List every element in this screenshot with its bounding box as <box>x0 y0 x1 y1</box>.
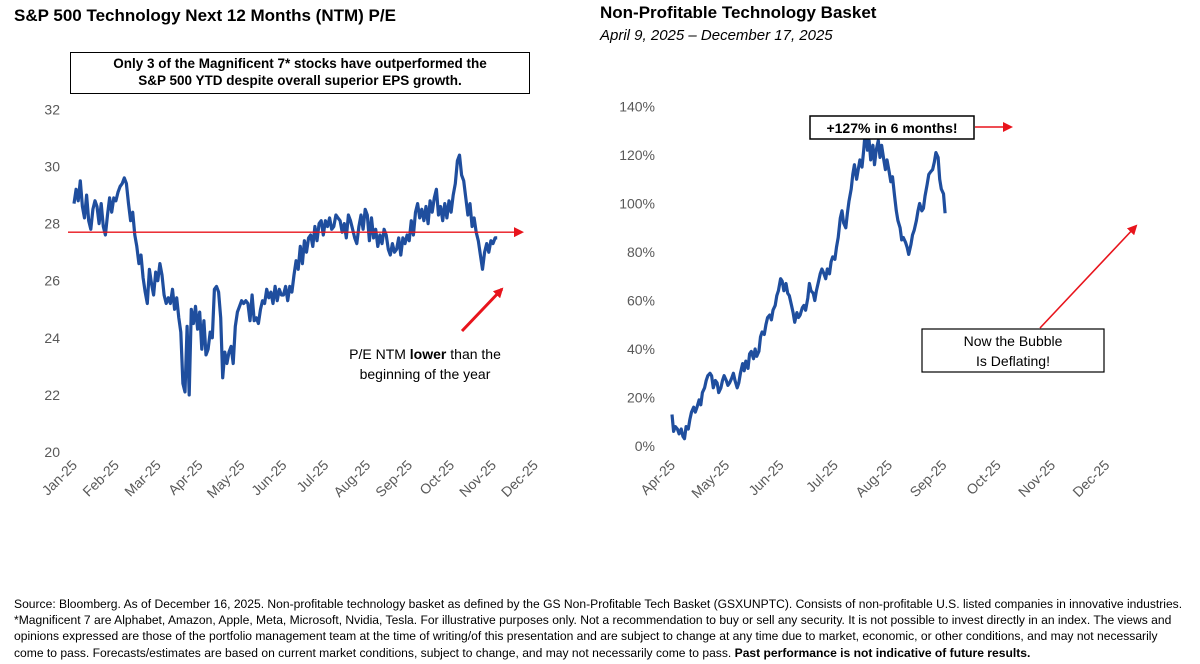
left-x-tick-label: Apr-25 <box>165 457 206 498</box>
right-y-tick-label: 140% <box>619 99 655 115</box>
left-annotation-line-2: beginning of the year <box>360 366 491 382</box>
left-y-tick-label: 24 <box>44 330 60 346</box>
right-x-tick-label: Sep-25 <box>906 457 949 500</box>
left-x-tick-label: Aug-25 <box>330 457 373 500</box>
left-x-tick-label: Nov-25 <box>456 457 499 500</box>
right-deflating-line-1: Now the Bubble <box>964 333 1063 349</box>
right-chart-subtitle: April 9, 2025 – December 17, 2025 <box>600 27 833 44</box>
footnote: Source: Bloomberg. As of December 16, 20… <box>14 596 1186 661</box>
left-annotation-arrow <box>460 287 504 333</box>
left-x-tick-label: Feb-25 <box>79 457 122 500</box>
right-x-tick-label: Jun-25 <box>745 457 787 499</box>
right-x-tick-label: May-25 <box>688 457 732 501</box>
right-x-tick-label: Apr-25 <box>637 457 678 498</box>
right-y-tick-label: 40% <box>627 341 655 357</box>
left-x-tick-label: Dec-25 <box>498 457 541 500</box>
left-y-tick-label: 32 <box>44 101 60 117</box>
right-x-tick-label: Oct-25 <box>963 457 1004 498</box>
right-peak-callout-box <box>809 115 975 140</box>
left-chart: 20 22 24 26 28 30 32 Jan-25 Feb-25 Mar-25 Apr-25Ma… <box>39 101 542 501</box>
right-y-tick-label: 80% <box>627 244 655 260</box>
footnote-past-performance: Past performance is not indicative of fu… <box>734 645 1031 660</box>
left-y-tick-label: 28 <box>44 216 60 232</box>
right-y-tick-label: 120% <box>619 147 655 163</box>
right-x-tick-label: Aug-25 <box>852 457 895 500</box>
left-chart-title: S&P 500 Technology Next 12 Months (NTM) … <box>14 6 396 25</box>
left-chart-callout: Only 3 of the Magnificent 7* stocks have… <box>70 52 530 94</box>
right-x-tick-label: Dec-25 <box>1069 457 1112 500</box>
right-deflating-arrow <box>1039 224 1138 329</box>
left-y-tick-label: 26 <box>44 273 60 289</box>
left-x-tick-label: May-25 <box>203 457 247 501</box>
right-x-tick-label: Jul-25 <box>803 457 841 495</box>
left-x-tick-label: Jul-25 <box>293 457 331 495</box>
annotation-pre: P/E NTM <box>349 346 410 362</box>
left-x-tick-label: Jan-25 <box>39 457 81 499</box>
right-peak-callout-text: +127% in 6 months! <box>826 120 957 136</box>
left-x-tick-label: Jun-25 <box>248 457 290 499</box>
footnote-source: Source: Bloomberg. As of December 16, 20… <box>14 597 1183 611</box>
right-series-line <box>670 129 947 441</box>
right-chart: 0% 20% 40% 60% 80% 100% 120% 140% Apr-25 May-25 Ju… <box>619 99 1138 501</box>
right-y-tick-label: 60% <box>627 293 655 309</box>
left-y-tick-label: 20 <box>44 444 60 460</box>
right-deflating-box <box>921 328 1105 373</box>
right-chart-title: Non-Profitable Technology Basket <box>600 3 877 22</box>
right-x-tick-label: Nov-25 <box>1015 457 1058 500</box>
left-x-tick-label: Sep-25 <box>372 457 415 500</box>
footnote-disclaimer: *Magnificent 7 are Alphabet, Amazon, App… <box>14 613 1172 660</box>
right-y-tick-label: 100% <box>619 196 655 212</box>
annotation-post: than the <box>446 346 501 362</box>
left-series-line <box>72 153 498 397</box>
callout-line-2: S&P 500 YTD despite overall superior EPS… <box>138 73 462 88</box>
left-y-tick-label: 30 <box>44 159 60 175</box>
left-y-tick-label: 22 <box>44 387 60 403</box>
left-x-tick-label: Mar-25 <box>121 457 164 500</box>
right-y-tick-label: 0% <box>635 438 655 454</box>
annotation-bold: lower <box>410 346 447 362</box>
callout-line-1: Only 3 of the Magnificent 7* stocks have… <box>113 56 487 71</box>
left-x-tick-label: Oct-25 <box>416 457 457 498</box>
right-deflating-line-2: Is Deflating! <box>976 353 1050 369</box>
right-y-tick-label: 20% <box>627 390 655 406</box>
left-annotation-line-1: P/E NTM lower than the <box>349 346 501 362</box>
